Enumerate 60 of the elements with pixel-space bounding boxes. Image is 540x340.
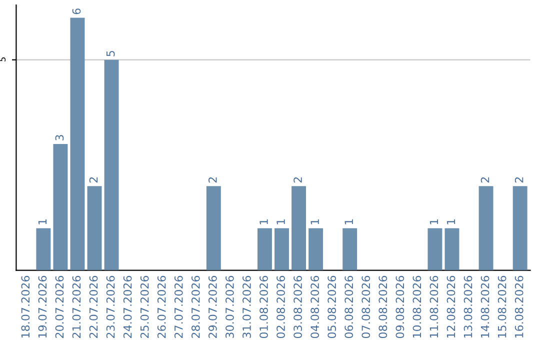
bar (53, 144, 68, 270)
x-tick-label: 31.07.2026 (242, 276, 251, 338)
data-label: 2 (294, 177, 302, 183)
data-label: 2 (89, 177, 98, 183)
data-label: 2 (208, 177, 217, 183)
x-tick-label: 13.08.2026 (464, 276, 472, 338)
x-tick-label: 05.08.2026 (328, 276, 336, 338)
x-tick-label: 12.08.2026 (446, 276, 456, 338)
data-label: 1 (430, 219, 438, 224)
x-tick-label: 03.08.2026 (294, 276, 302, 338)
data-label: 1 (38, 219, 46, 224)
bar (342, 228, 358, 270)
x-tick-label: 23.07.2026 (106, 276, 115, 338)
x-tick-label: 09.08.2026 (396, 276, 404, 338)
data-label: 5 (106, 50, 115, 56)
x-tick-label: 11.08.2026 (430, 276, 438, 338)
x-tick-label: 26.07.2026 (157, 276, 166, 338)
x-tick-label: 10.08.2026 (412, 276, 422, 338)
bar (292, 186, 306, 270)
x-tick-label: 29.07.2026 (208, 276, 217, 338)
x-tick-label: 08.08.2026 (378, 276, 388, 338)
bar (478, 186, 494, 270)
x-tick-label: 28.07.2026 (191, 276, 200, 338)
bar (512, 186, 528, 270)
x-tick-label: 06.08.2026 (344, 276, 354, 338)
x-tick-label: 04.08.2026 (310, 276, 320, 338)
data-label: 2 (514, 177, 524, 183)
bar (444, 228, 460, 270)
x-tick-label: 02.08.2026 (276, 276, 285, 338)
bar (274, 228, 289, 270)
x-tick-label: 01.08.2026 (260, 276, 268, 338)
data-label: 1 (446, 219, 456, 224)
bar (206, 186, 221, 270)
x-tick-label: 14.08.2026 (480, 276, 490, 338)
x-tick-label: 30.07.2026 (226, 276, 234, 338)
bar (257, 228, 272, 270)
data-label: 6 (72, 8, 81, 14)
bar (87, 186, 102, 270)
x-tick-label: 27.07.2026 (174, 276, 183, 338)
bar (36, 228, 51, 270)
x-tick-label: 20.07.2026 (55, 276, 64, 338)
bar (104, 60, 119, 270)
data-label: 1 (260, 219, 268, 224)
bar (308, 228, 324, 270)
bar (428, 228, 442, 270)
x-tick-label: 22.07.2026 (89, 276, 98, 338)
x-tick-label: 19.07.2026 (38, 276, 47, 338)
x-tick-label: 18.07.2026 (21, 276, 30, 338)
x-tick-label: 15.08.2026 (498, 276, 506, 338)
x-tick-label: 25.07.2026 (140, 276, 149, 338)
data-label: 1 (276, 219, 285, 224)
bar (70, 18, 85, 270)
x-tick-label: 21.07.2026 (72, 276, 81, 338)
data-label: 3 (55, 135, 64, 140)
data-label: 2 (480, 177, 490, 183)
data-label: 1 (344, 219, 353, 224)
x-tick-label: 24.07.2026 (123, 276, 132, 338)
x-tick-label: 16.08.2026 (514, 276, 524, 338)
x-tick-label: 07.08.2026 (362, 276, 370, 338)
data-label: 1 (310, 219, 319, 224)
